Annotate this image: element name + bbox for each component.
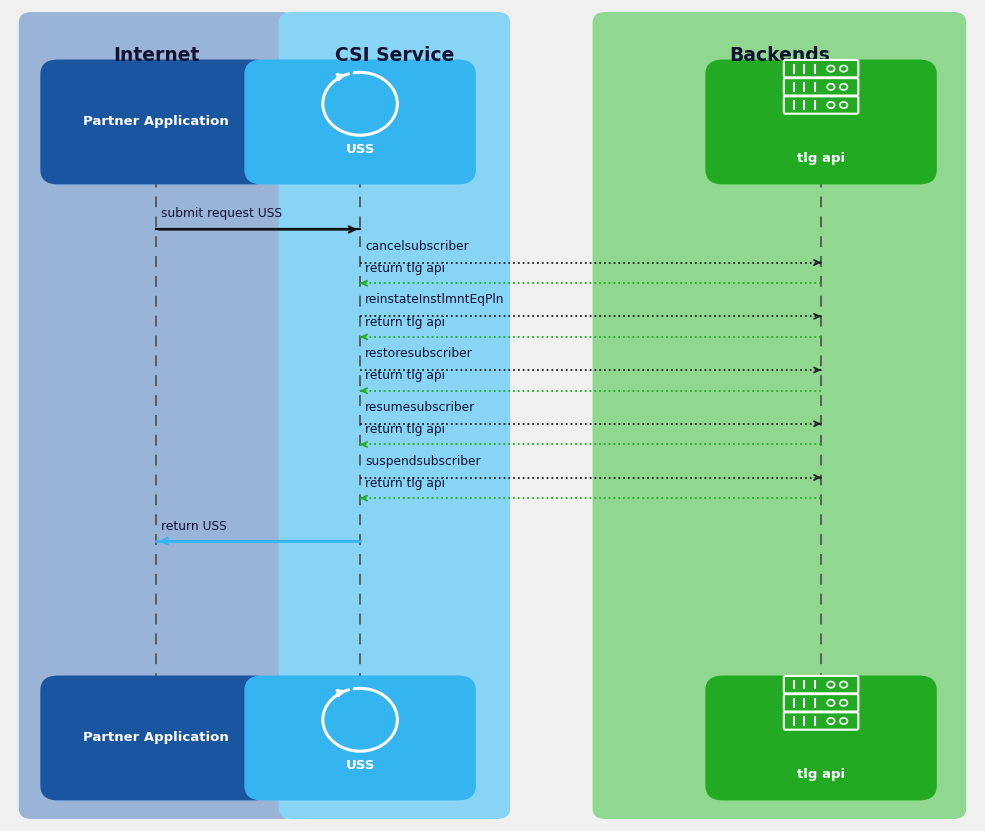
FancyBboxPatch shape bbox=[40, 676, 272, 800]
Text: tlg api: tlg api bbox=[797, 768, 845, 781]
FancyBboxPatch shape bbox=[705, 676, 937, 800]
Text: submit request USS: submit request USS bbox=[161, 207, 282, 219]
Text: return tlg api: return tlg api bbox=[365, 477, 445, 490]
Text: tlg api: tlg api bbox=[797, 152, 845, 165]
FancyBboxPatch shape bbox=[279, 12, 510, 819]
FancyBboxPatch shape bbox=[40, 60, 272, 184]
Text: return USS: return USS bbox=[161, 520, 227, 533]
Text: return tlg api: return tlg api bbox=[365, 262, 445, 275]
Text: CSI Service: CSI Service bbox=[335, 47, 454, 66]
Text: reinstateInstlmntEqPln: reinstateInstlmntEqPln bbox=[365, 293, 504, 307]
Text: USS: USS bbox=[346, 759, 374, 772]
FancyBboxPatch shape bbox=[705, 60, 937, 184]
Text: return tlg api: return tlg api bbox=[365, 423, 445, 436]
Text: Partner Application: Partner Application bbox=[83, 116, 229, 129]
Text: restoresubscriber: restoresubscriber bbox=[365, 347, 473, 360]
Text: Backends: Backends bbox=[729, 47, 829, 66]
Text: resumesubscriber: resumesubscriber bbox=[365, 401, 475, 414]
Text: return tlg api: return tlg api bbox=[365, 370, 445, 382]
Text: Partner Application: Partner Application bbox=[83, 731, 229, 745]
FancyBboxPatch shape bbox=[593, 12, 966, 819]
Text: Internet: Internet bbox=[113, 47, 200, 66]
Text: USS: USS bbox=[346, 143, 374, 155]
FancyBboxPatch shape bbox=[244, 60, 476, 184]
Text: cancelsubscriber: cancelsubscriber bbox=[365, 239, 469, 253]
Text: suspendsubscriber: suspendsubscriber bbox=[365, 455, 481, 468]
FancyBboxPatch shape bbox=[19, 12, 295, 819]
FancyBboxPatch shape bbox=[244, 676, 476, 800]
Text: return tlg api: return tlg api bbox=[365, 316, 445, 329]
